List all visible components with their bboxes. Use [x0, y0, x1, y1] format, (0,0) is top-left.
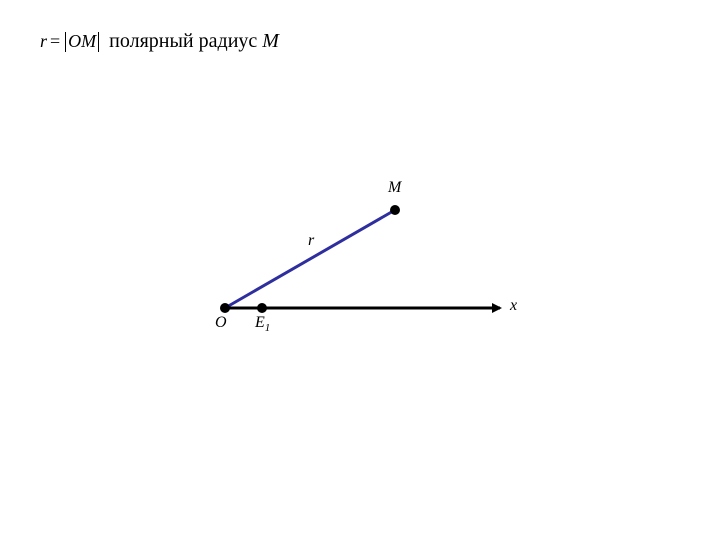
point-O: [220, 303, 230, 313]
formula-description: полярный радиус М: [109, 30, 279, 53]
formula-math: r = OM: [40, 31, 101, 52]
formula-block: r = OM полярный радиус М: [40, 30, 279, 53]
label-E1: E1: [255, 314, 270, 334]
formula-lhs: r: [40, 31, 47, 52]
label-M: M: [388, 179, 401, 197]
point-E1: [257, 303, 267, 313]
label-r: r: [308, 232, 314, 250]
diagram-svg: [200, 180, 540, 340]
label-O: O: [215, 314, 227, 332]
point-M: [390, 205, 400, 215]
label-x: x: [510, 297, 517, 315]
abs-bar-left: [65, 32, 66, 52]
abs-bar-right: [98, 32, 99, 52]
formula-rhs: OM: [68, 31, 96, 52]
formula-equals: =: [50, 31, 60, 52]
polar-diagram: x r O E1 M: [200, 180, 540, 340]
radius-line: [225, 210, 395, 308]
